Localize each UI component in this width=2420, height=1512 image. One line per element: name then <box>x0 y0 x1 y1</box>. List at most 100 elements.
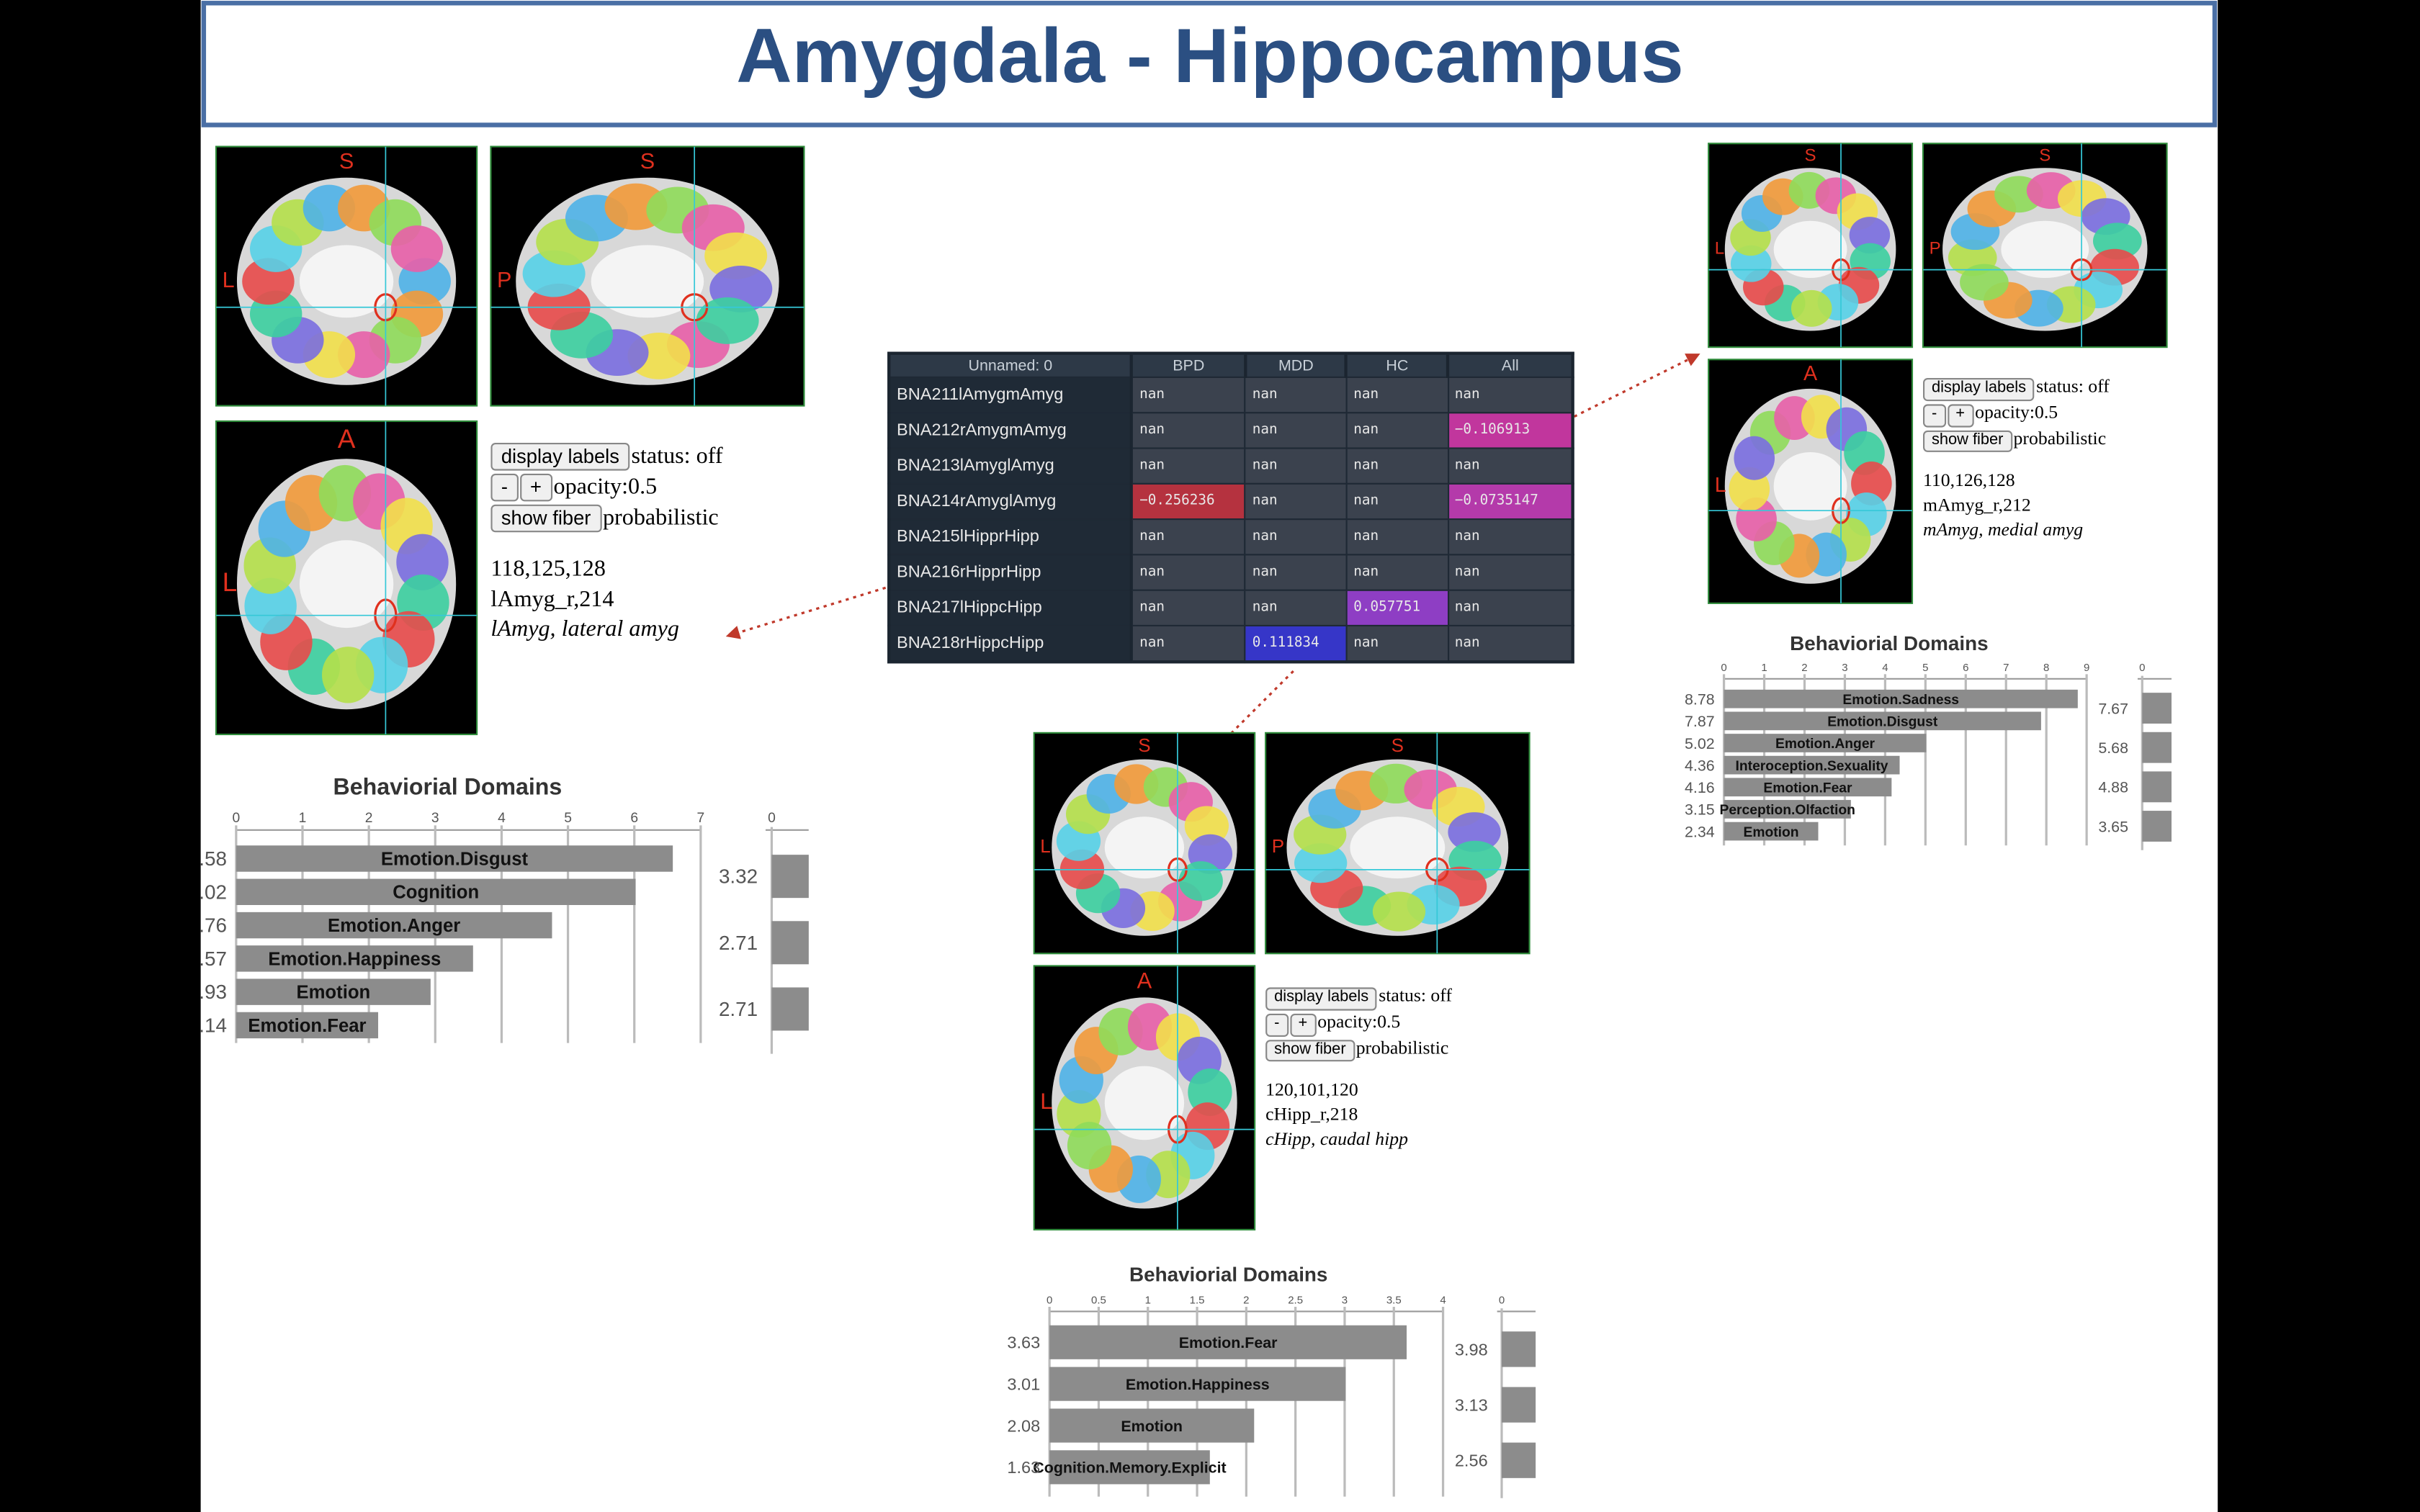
button[interactable]: display labels <box>490 443 630 471</box>
x-tick-label: 8 <box>2043 662 2049 674</box>
button[interactable]: - <box>490 473 519 501</box>
value-label: 6.02 <box>201 881 227 903</box>
row-header: BNA211lAmygmAmyg <box>888 376 1134 414</box>
region-description: cHipp, caudal hipp <box>1265 1127 1408 1149</box>
value-label: 1.63 <box>1007 1458 1040 1477</box>
x-tick-label: 0.5 <box>1091 1295 1106 1307</box>
table-cell: nan <box>1131 624 1247 663</box>
chart-title: Behaviorial Domains <box>333 773 563 799</box>
spacer <box>490 534 722 555</box>
region-label: cHipp_r,218 <box>1265 1102 1358 1125</box>
brain-view: SP <box>490 145 805 407</box>
bar <box>1724 778 1892 797</box>
button[interactable]: + <box>1289 1013 1317 1036</box>
value-label: 2.71 <box>719 932 758 954</box>
white-matter <box>1104 816 1185 879</box>
column-header: Unnamed: 0 <box>887 353 1132 377</box>
brain-view: AL <box>215 420 478 736</box>
bar-chart: Behaviorial Domains 0 0.5 1 1.5 2 2.5 3 3.5 4 Emot… <box>1007 1264 1446 1497</box>
x-tick-label: 3.5 <box>1386 1295 1402 1307</box>
x-tick-label: 0 <box>768 811 776 826</box>
orientation-label: S <box>1392 734 1404 756</box>
button[interactable]: show fiber <box>1265 1039 1355 1062</box>
table-cell: nan <box>1131 447 1247 485</box>
value-label: 4.76 <box>201 914 227 937</box>
bar <box>1502 1387 1536 1423</box>
table-cell: nan <box>1447 447 1574 485</box>
control-text: probabilistic <box>1355 1035 1449 1058</box>
brain-region <box>390 225 444 272</box>
x-tick-label: 0 <box>2139 662 2145 674</box>
value-label: 4.36 <box>1685 757 1715 774</box>
bar <box>1724 689 2078 708</box>
side-chart-viewport <box>2137 675 2172 850</box>
white-matter <box>1773 451 1847 521</box>
table-cell: nan <box>1345 624 1449 663</box>
brain-region <box>1734 436 1775 480</box>
orientation-label: S <box>640 149 655 174</box>
button[interactable]: + <box>1947 403 1974 427</box>
bar-label: Emotion.Anger <box>328 916 460 936</box>
table-cell: nan <box>1447 589 1574 626</box>
brain-view: AL <box>1033 965 1256 1230</box>
button[interactable]: display labels <box>1923 378 2035 401</box>
bar-label: Interoception.Sexuality <box>1736 759 1888 774</box>
voxel-coords: 110,126,128 <box>1923 469 2015 491</box>
region-label: mAmyg_r,212 <box>1923 493 2031 516</box>
row-header: BNA214rAmyglAmyg <box>888 482 1134 521</box>
control-text: status: off <box>2036 374 2110 397</box>
bar-label: Emotion <box>296 983 370 1003</box>
table-cell: nan <box>1447 376 1574 414</box>
bar <box>1724 822 1819 841</box>
white-matter <box>299 245 394 318</box>
bar-label: Emotion.Sadness <box>1842 693 1959 708</box>
orientation-label: L <box>223 567 238 597</box>
button[interactable]: + <box>519 473 552 501</box>
white-matter <box>591 245 704 318</box>
x-tick-label: 3 <box>431 811 439 826</box>
x-tick-label: 6 <box>630 811 638 826</box>
x-tick-label: 4 <box>1882 662 1888 674</box>
value-label: 3.98 <box>1455 1340 1488 1359</box>
control-text: status: off <box>631 444 723 469</box>
button[interactable]: - <box>1923 403 1946 427</box>
bar <box>1049 1450 1210 1485</box>
bar-chart: Behaviorial Domains 0 1 2 3 4 5 6 7 Emotion.Disgu… <box>201 773 704 1043</box>
value-label: 3.32 <box>719 865 758 888</box>
bar-label: Emotion <box>1121 1418 1183 1435</box>
brain-view: SP <box>1265 732 1531 955</box>
brain-region <box>1294 843 1348 883</box>
bar <box>771 921 809 965</box>
brain-region <box>1067 1122 1112 1170</box>
table-header-row: Unnamed: 0 BPD MDD HC All <box>887 353 1573 377</box>
bar <box>1724 711 2041 731</box>
bar-label: Emotion <box>1744 825 1799 840</box>
bar <box>2142 693 2172 724</box>
viewer-controls: display labels status: off - + opacity:0.5 sh… <box>1923 375 2110 543</box>
bar <box>1049 1408 1255 1443</box>
brain-view: SL <box>1708 143 1914 348</box>
button[interactable]: show fiber <box>490 503 601 532</box>
x-tick-label: 1 <box>1145 1295 1151 1307</box>
button[interactable]: display labels <box>1265 987 1378 1011</box>
control-text: status: off <box>1379 984 1452 1007</box>
row-header: BNA215lHipprHipp <box>888 518 1134 556</box>
bar <box>236 1012 379 1039</box>
brain-region <box>244 577 297 634</box>
table-cell: nan <box>1345 554 1449 591</box>
table-cell: nan <box>1245 589 1348 626</box>
table-cell: nan <box>1447 518 1574 556</box>
voxel-coords: 120,101,120 <box>1265 1078 1358 1100</box>
orientation-label: S <box>2039 145 2051 165</box>
button[interactable]: - <box>1265 1013 1289 1036</box>
bar-label: Emotion.Disgust <box>1827 715 1938 730</box>
table-cell: nan <box>1345 376 1449 414</box>
white-matter <box>2001 220 2089 278</box>
bar-label: Emotion.Fear <box>1179 1334 1278 1351</box>
table-cell: nan <box>1345 412 1449 449</box>
orientation-label: L <box>1040 835 1050 857</box>
orientation-label: P <box>497 268 511 292</box>
value-label: 5.02 <box>1685 735 1715 752</box>
button[interactable]: show fiber <box>1923 429 2012 453</box>
